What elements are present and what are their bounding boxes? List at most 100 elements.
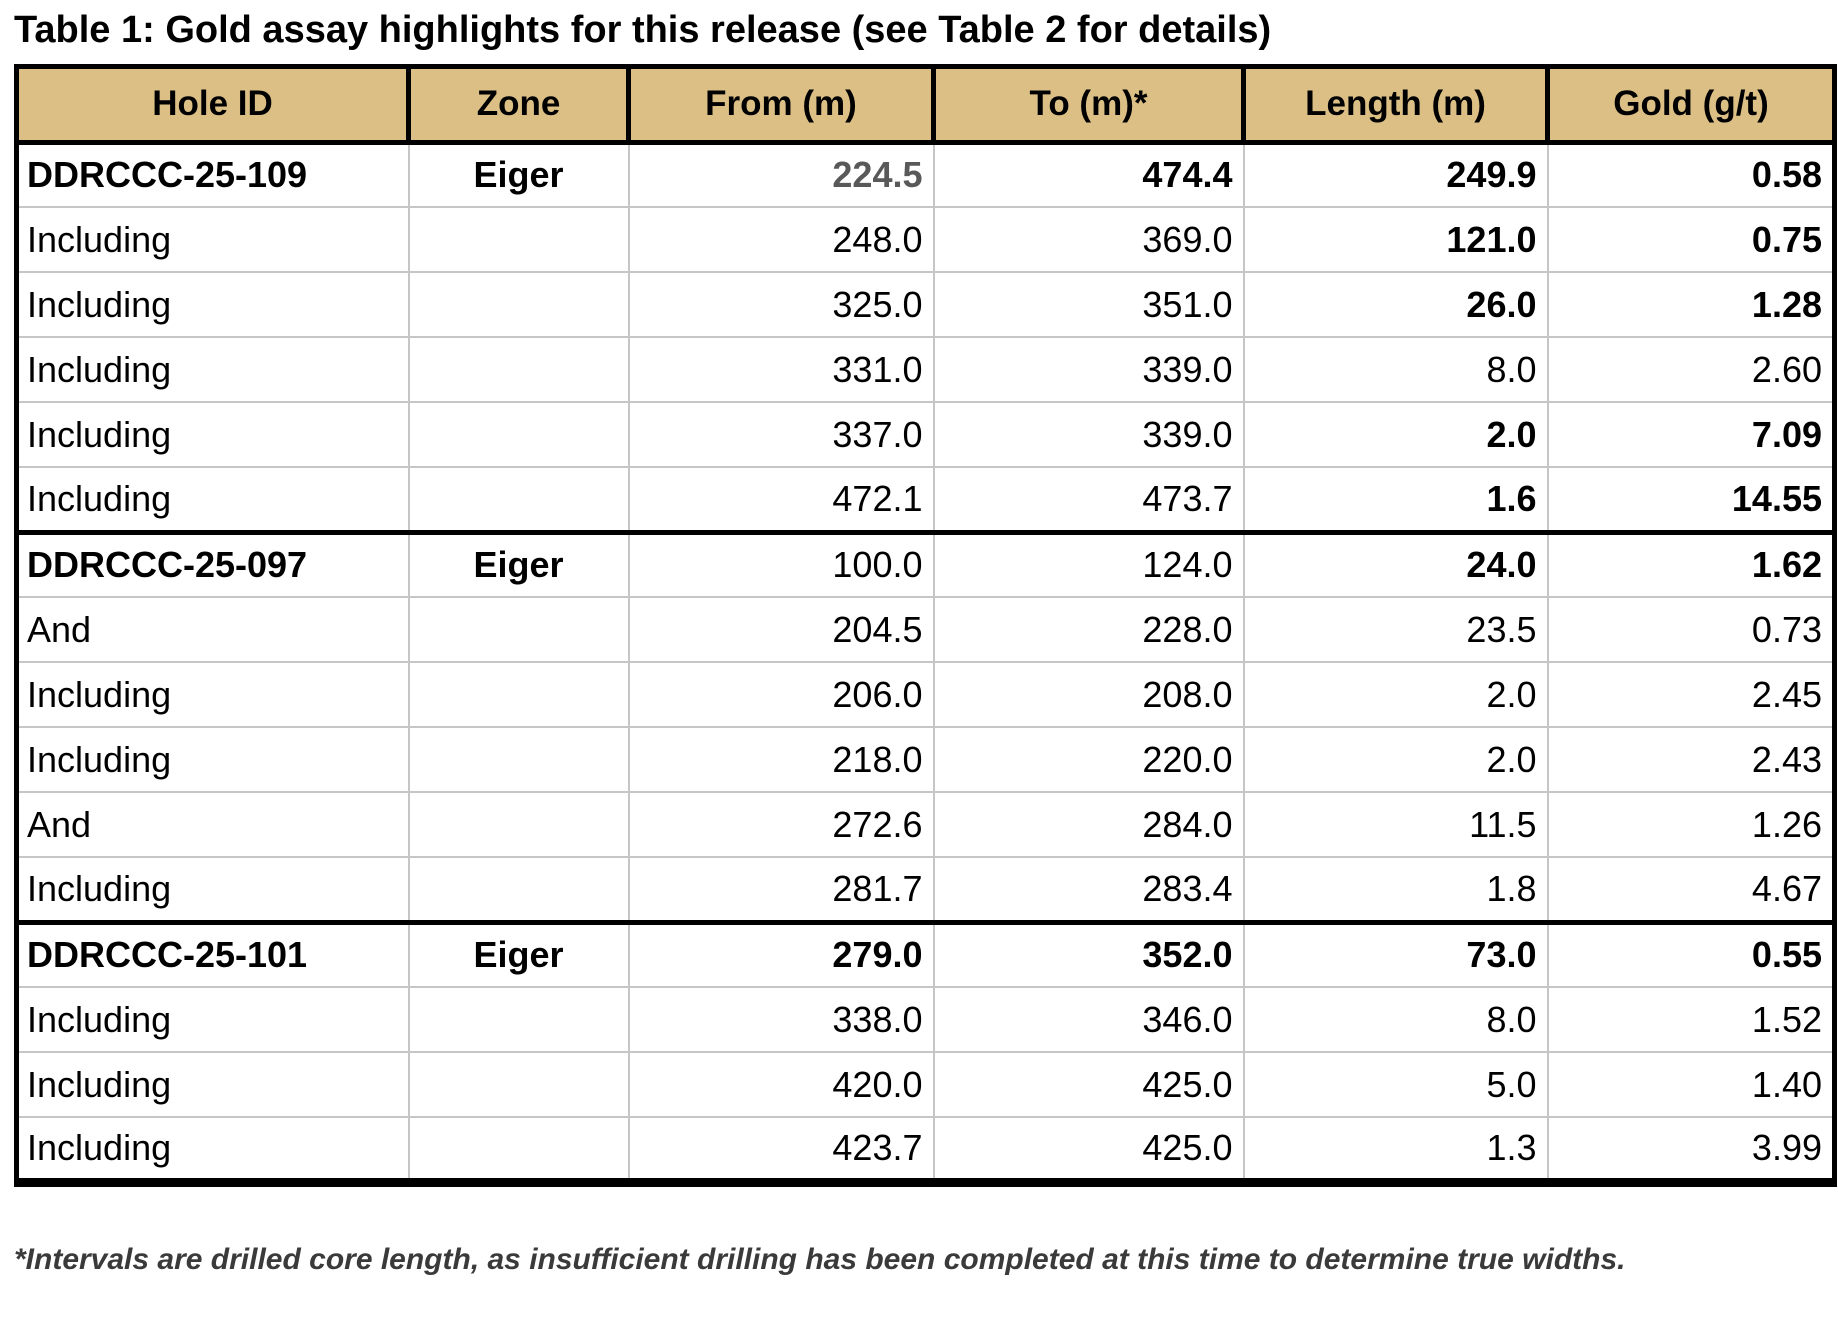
cell-hole-id: Including [15,856,410,924]
cell-gold: 1.26 [1546,791,1836,859]
cell-to: 474.4 [932,139,1245,209]
cell-length: 249.9 [1242,139,1549,209]
cell-length: 5.0 [1242,1051,1549,1119]
cell-from: 472.1 [627,466,935,534]
cell-zone [407,661,630,729]
cell-length: 26.0 [1242,271,1549,339]
cell-to: 351.0 [932,271,1245,339]
cell-hole-id: Including [15,1051,410,1119]
cell-from: 337.0 [627,401,935,469]
cell-from: 100.0 [627,529,935,599]
cell-gold: 2.45 [1546,661,1836,729]
cell-from: 325.0 [627,271,935,339]
cell-hole-id: Including [15,466,410,534]
cell-zone: Eiger [407,529,630,599]
table-row: And 204.5 228.0 23.5 0.73 [15,596,1836,664]
cell-zone: Eiger [407,139,630,209]
cell-from: 281.7 [627,856,935,924]
cell-hole-id: DDRCCC-25-101 [15,919,410,989]
cell-zone [407,986,630,1054]
document-page: Table 1: Gold assay highlights for this … [14,9,1837,1276]
cell-from: 218.0 [627,726,935,794]
cell-hole-id: Including [15,986,410,1054]
cell-hole-id: Including [15,1116,410,1184]
cell-from: 248.0 [627,206,935,274]
table-row: DDRCCC-25-101 Eiger 279.0 352.0 73.0 0.55 [15,919,1836,989]
cell-gold: 7.09 [1546,401,1836,469]
cell-zone [407,271,630,339]
cell-hole-id: And [15,791,410,859]
cell-gold: 1.40 [1546,1051,1836,1119]
cell-length: 1.6 [1242,466,1549,534]
table-header: Hole ID Zone From (m) To (m)* Length (m)… [14,63,1837,145]
cell-length: 2.0 [1242,661,1549,729]
table-row: Including 248.0 369.0 121.0 0.75 [15,206,1836,274]
header-row: Hole ID Zone From (m) To (m)* Length (m)… [14,63,1837,145]
cell-from: 279.0 [627,919,935,989]
cell-to: 283.4 [932,856,1245,924]
cell-to: 473.7 [932,466,1245,534]
cell-zone [407,401,630,469]
cell-zone [407,856,630,924]
cell-hole-id: Including [15,661,410,729]
cell-length: 1.3 [1242,1116,1549,1184]
cell-zone [407,1116,630,1184]
cell-to: 228.0 [932,596,1245,664]
column-header-gold: Gold (g/t) [1545,63,1837,145]
cell-zone [407,1051,630,1119]
footnote-text: *Intervals are drilled core length, as i… [14,1242,1626,1276]
cell-hole-id: DDRCCC-25-109 [15,139,410,209]
cell-to: 284.0 [932,791,1245,859]
cell-hole-id: Including [15,206,410,274]
table-row: Including 423.7 425.0 1.3 3.99 [15,1116,1836,1184]
cell-gold: 3.99 [1546,1116,1836,1184]
assay-table-body: DDRCCC-25-109 Eiger 224.5 474.4 249.9 0.58 Inc… [15,139,1836,1184]
cell-zone [407,791,630,859]
cell-gold: 2.60 [1546,336,1836,404]
table-title: Table 1: Gold assay highlights for this … [14,9,1272,51]
cell-length: 24.0 [1242,529,1549,599]
cell-length: 2.0 [1242,726,1549,794]
cell-length: 2.0 [1242,401,1549,469]
cell-hole-id: Including [15,336,410,404]
cell-hole-id: Including [15,271,410,339]
column-header-zone: Zone [406,63,631,145]
table-row: Including 325.0 351.0 26.0 1.28 [15,271,1836,339]
cell-hole-id: DDRCCC-25-097 [15,529,410,599]
cell-gold: 4.67 [1546,856,1836,924]
cell-from: 420.0 [627,1051,935,1119]
table-row: Including 472.1 473.7 1.6 14.55 [15,466,1836,534]
cell-to: 339.0 [932,401,1245,469]
cell-from: 338.0 [627,986,935,1054]
table-row: Including 337.0 339.0 2.0 7.09 [15,401,1836,469]
cell-to: 220.0 [932,726,1245,794]
column-header-to: To (m)* [931,63,1246,145]
cell-gold: 0.75 [1546,206,1836,274]
cell-gold: 0.58 [1546,139,1836,209]
gold-assay-table: Hole ID Zone From (m) To (m)* Length (m)… [14,63,1837,1187]
cell-zone [407,206,630,274]
cell-length: 11.5 [1242,791,1549,859]
cell-from: 224.5 [627,139,935,209]
cell-length: 23.5 [1242,596,1549,664]
cell-length: 73.0 [1242,919,1549,989]
table-row: DDRCCC-25-109 Eiger 224.5 474.4 249.9 0.58 [15,139,1836,209]
column-header-length: Length (m) [1241,63,1550,145]
cell-hole-id: Including [15,401,410,469]
cell-length: 8.0 [1242,986,1549,1054]
cell-length: 1.8 [1242,856,1549,924]
cell-to: 425.0 [932,1051,1245,1119]
cell-zone [407,466,630,534]
cell-length: 8.0 [1242,336,1549,404]
cell-gold: 1.62 [1546,529,1836,599]
table-row: DDRCCC-25-097 Eiger 100.0 124.0 24.0 1.62 [15,529,1836,599]
cell-to: 208.0 [932,661,1245,729]
cell-gold: 0.73 [1546,596,1836,664]
table-row: And 272.6 284.0 11.5 1.26 [15,791,1836,859]
cell-from: 206.0 [627,661,935,729]
table-row: Including 206.0 208.0 2.0 2.45 [15,661,1836,729]
cell-gold: 1.52 [1546,986,1836,1054]
cell-to: 124.0 [932,529,1245,599]
table-row: Including 331.0 339.0 8.0 2.60 [15,336,1836,404]
cell-gold: 0.55 [1546,919,1836,989]
